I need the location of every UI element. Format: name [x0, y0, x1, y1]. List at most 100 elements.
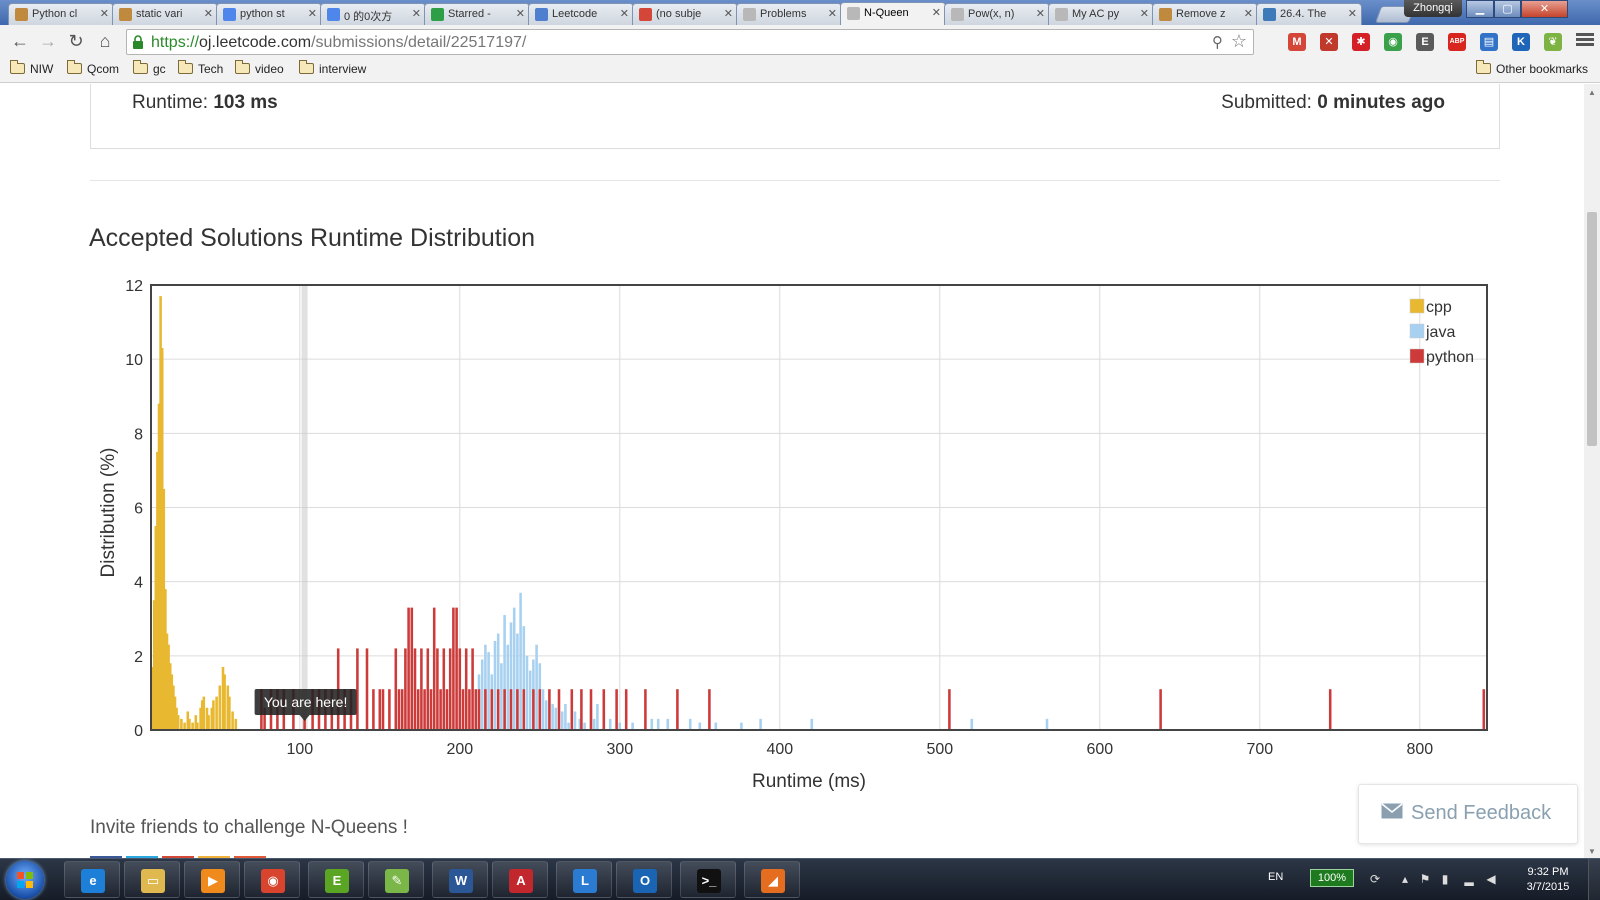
- k-extension-icon[interactable]: K: [1512, 33, 1530, 51]
- tab-close-icon[interactable]: ✕: [1035, 8, 1045, 20]
- submitted-value: 0 minutes ago: [1317, 92, 1445, 113]
- other-bookmarks[interactable]: Other bookmarks: [1475, 60, 1588, 79]
- bookmark-folder[interactable]: Tech: [177, 60, 223, 79]
- zoom-icon[interactable]: ⚲: [1212, 34, 1223, 51]
- bookmark-folder[interactable]: interview: [298, 60, 366, 79]
- taskbar-app[interactable]: W: [432, 861, 488, 898]
- taskbar-app[interactable]: >_: [680, 861, 736, 898]
- page-scrollbar[interactable]: ▲ ▼: [1584, 84, 1600, 858]
- tab-close-icon[interactable]: ✕: [1347, 8, 1357, 20]
- sync-icon[interactable]: ⟳: [1369, 872, 1381, 886]
- share-twitter[interactable]: [126, 856, 158, 858]
- windows-logo-icon: [17, 872, 33, 888]
- browser-tab[interactable]: 26.4. The ✕: [1256, 3, 1362, 25]
- taskbar-app[interactable]: ◢: [744, 861, 800, 898]
- browser-tab[interactable]: Pow(x, n) ✕: [944, 3, 1050, 25]
- taskbar-app[interactable]: L: [556, 861, 612, 898]
- bookmark-star-icon[interactable]: ☆: [1230, 31, 1247, 51]
- send-feedback-button[interactable]: Send Feedback: [1358, 784, 1578, 844]
- browser-tab[interactable]: Python cl ✕: [8, 3, 114, 25]
- taskbar-app[interactable]: O: [616, 861, 672, 898]
- home-icon[interactable]: ⌂: [99, 31, 111, 51]
- tab-close-icon[interactable]: ✕: [203, 8, 213, 20]
- clock[interactable]: 9:32 PM 3/7/2015: [1516, 865, 1580, 895]
- share-weibo[interactable]: [198, 856, 230, 858]
- bar-java: [578, 718, 582, 730]
- scroll-up-icon[interactable]: ▲: [1588, 88, 1596, 97]
- tab-close-icon[interactable]: ✕: [99, 8, 109, 20]
- taskbar-app[interactable]: ◉: [244, 861, 300, 898]
- flag-icon[interactable]: ⚑: [1419, 872, 1431, 886]
- tab-close-icon[interactable]: ✕: [1139, 8, 1149, 20]
- address-bar[interactable]: https://oj.leetcode.com/submissions/deta…: [126, 29, 1254, 55]
- bar-java: [596, 704, 599, 730]
- share-google[interactable]: [162, 856, 194, 858]
- close-window-button[interactable]: ✕: [1521, 0, 1568, 18]
- tab-close-icon[interactable]: ✕: [515, 8, 525, 20]
- adblock-icon[interactable]: ABP: [1448, 33, 1466, 51]
- browser-tab[interactable]: Leetcode ✕: [528, 3, 634, 25]
- taskbar-app[interactable]: ▶: [184, 861, 240, 898]
- browser-tab[interactable]: static vari ✕: [112, 3, 218, 25]
- puzzle-extension-icon[interactable]: ✱: [1352, 33, 1370, 51]
- share-facebook[interactable]: [90, 856, 122, 858]
- legend-label-cpp: cpp: [1426, 299, 1452, 316]
- tab-close-icon[interactable]: ✕: [827, 8, 837, 20]
- tab-close-icon[interactable]: ✕: [619, 8, 629, 20]
- leaf-extension-icon[interactable]: ❦: [1544, 33, 1562, 51]
- browser-tab[interactable]: Remove z ✕: [1152, 3, 1258, 25]
- battery-indicator[interactable]: 100%: [1310, 869, 1354, 887]
- x-extension-icon[interactable]: ✕: [1320, 33, 1338, 51]
- reload-icon[interactable]: ↻: [68, 31, 84, 51]
- language-indicator[interactable]: EN: [1268, 871, 1284, 883]
- colorful-extension-icon[interactable]: ◉: [1384, 33, 1402, 51]
- bar-java: [564, 704, 567, 730]
- menu-icon[interactable]: [1576, 31, 1594, 51]
- bookmark-folder[interactable]: NIW: [9, 60, 53, 79]
- bar-cpp: [162, 488, 166, 730]
- browser-tab[interactable]: 0 的0次方 ✕: [320, 3, 426, 25]
- browser-tab[interactable]: My AC py ✕: [1048, 3, 1154, 25]
- power-icon[interactable]: ▮: [1441, 872, 1449, 886]
- taskbar-app[interactable]: e: [64, 861, 120, 898]
- forward-arrow-icon[interactable]: →: [39, 31, 57, 51]
- evernote-icon[interactable]: E: [1416, 33, 1434, 51]
- tab-close-icon[interactable]: ✕: [307, 8, 317, 20]
- browser-tab[interactable]: (no subje ✕: [632, 3, 738, 25]
- show-hidden-icons[interactable]: ▴: [1401, 872, 1409, 886]
- bookmark-folder[interactable]: gc: [132, 60, 166, 79]
- volume-icon[interactable]: ◀: [1486, 872, 1496, 886]
- scrollbar-thumb[interactable]: [1587, 212, 1597, 446]
- gmail-icon[interactable]: M: [1288, 33, 1306, 51]
- bar-cpp: [231, 711, 234, 730]
- tab-close-icon[interactable]: ✕: [411, 8, 421, 20]
- browser-tab[interactable]: Problems ✕: [736, 3, 842, 25]
- network-icon[interactable]: ▂: [1464, 872, 1474, 886]
- start-button[interactable]: [6, 861, 44, 899]
- maximize-button[interactable]: ▢: [1494, 0, 1521, 18]
- tab-close-icon[interactable]: ✕: [723, 8, 733, 20]
- y-tick-label: 4: [134, 575, 143, 592]
- bar-python: [432, 607, 436, 730]
- taskbar-app[interactable]: A: [492, 861, 548, 898]
- tab-close-icon[interactable]: ✕: [931, 7, 941, 19]
- bookmark-folder[interactable]: Qcom: [66, 60, 119, 79]
- bookmark-folder[interactable]: video: [234, 60, 284, 79]
- show-desktop-button[interactable]: [1588, 859, 1600, 900]
- minimize-button[interactable]: ▁: [1466, 0, 1494, 18]
- browser-tab[interactable]: python st ✕: [216, 3, 322, 25]
- tab-close-icon[interactable]: ✕: [1243, 8, 1253, 20]
- x-tick-label: 400: [766, 741, 793, 758]
- browser-tab[interactable]: N-Queen ✕: [840, 2, 946, 25]
- clipboard-extension-icon[interactable]: ▤: [1480, 33, 1498, 51]
- share-other[interactable]: [234, 856, 266, 858]
- taskbar-app[interactable]: ✎: [368, 861, 424, 898]
- browser-tab[interactable]: Starred - ✕: [424, 3, 530, 25]
- bar-python: [429, 689, 433, 730]
- taskbar-app[interactable]: ▭: [124, 861, 180, 898]
- profile-name[interactable]: Zhongqi: [1404, 0, 1462, 17]
- back-arrow-icon[interactable]: ←: [11, 31, 29, 51]
- taskbar-app[interactable]: E: [308, 861, 364, 898]
- scroll-down-icon[interactable]: ▼: [1588, 847, 1596, 856]
- tab-favicon-icon: [1263, 8, 1276, 21]
